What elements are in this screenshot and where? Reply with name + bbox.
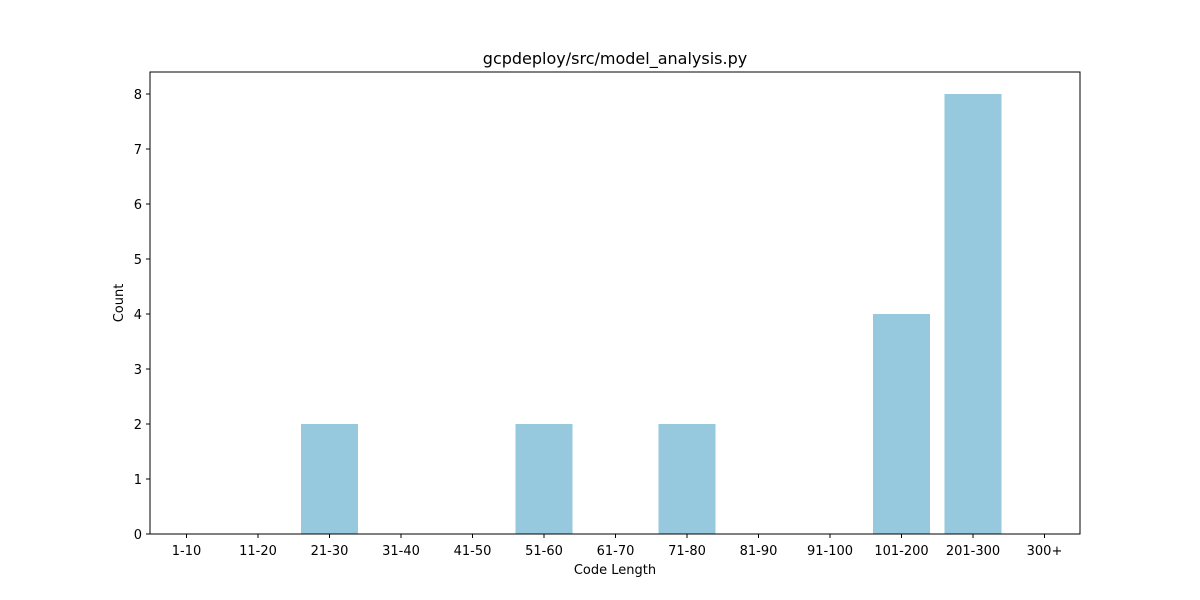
- x-axis-ticks: 1-10 11-20 21-30 31-40 41-50 51-60 61-70 71-80 8…: [172, 534, 1063, 559]
- bar-101-200: [873, 314, 930, 534]
- y-tick-label: 7: [134, 143, 142, 158]
- x-tick-label: 81-90: [740, 544, 778, 559]
- bar-21-30: [301, 424, 358, 534]
- bar-71-80: [658, 424, 716, 534]
- bar-201-300: [944, 94, 1002, 534]
- y-tick-label: 4: [134, 308, 142, 323]
- x-tick-label: 41-50: [454, 544, 492, 559]
- y-tick-label: 6: [134, 198, 142, 213]
- y-tick-label: 3: [134, 363, 142, 378]
- y-axis-ticks: 0 1 2 3 4 5 6 7 8: [134, 88, 150, 543]
- x-tick-label: 31-40: [382, 544, 420, 559]
- bar-51-60: [515, 424, 573, 534]
- y-tick-label: 2: [134, 418, 142, 433]
- y-axis-label: Count: [112, 284, 127, 323]
- x-tick-label: 300+: [1027, 544, 1063, 559]
- x-tick-label: 21-30: [311, 544, 349, 559]
- x-tick-label: 101-200: [874, 544, 928, 559]
- x-axis-label: Code Length: [574, 563, 656, 578]
- y-tick-label: 1: [134, 473, 142, 488]
- plot-frame: [149, 71, 1081, 535]
- x-tick-label: 71-80: [668, 544, 706, 559]
- bars-group: [301, 94, 1002, 534]
- x-tick-label: 61-70: [597, 544, 635, 559]
- x-tick-label: 201-300: [946, 544, 1000, 559]
- x-tick-label: 91-100: [807, 544, 853, 559]
- y-tick-label: 0: [134, 528, 142, 543]
- chart-title: gcpdeploy/src/model_analysis.py: [483, 49, 747, 69]
- x-tick-label: 11-20: [239, 544, 277, 559]
- x-tick-label: 51-60: [525, 544, 563, 559]
- y-tick-label: 8: [134, 88, 142, 103]
- y-tick-label: 5: [134, 253, 142, 268]
- x-tick-label: 1-10: [172, 544, 202, 559]
